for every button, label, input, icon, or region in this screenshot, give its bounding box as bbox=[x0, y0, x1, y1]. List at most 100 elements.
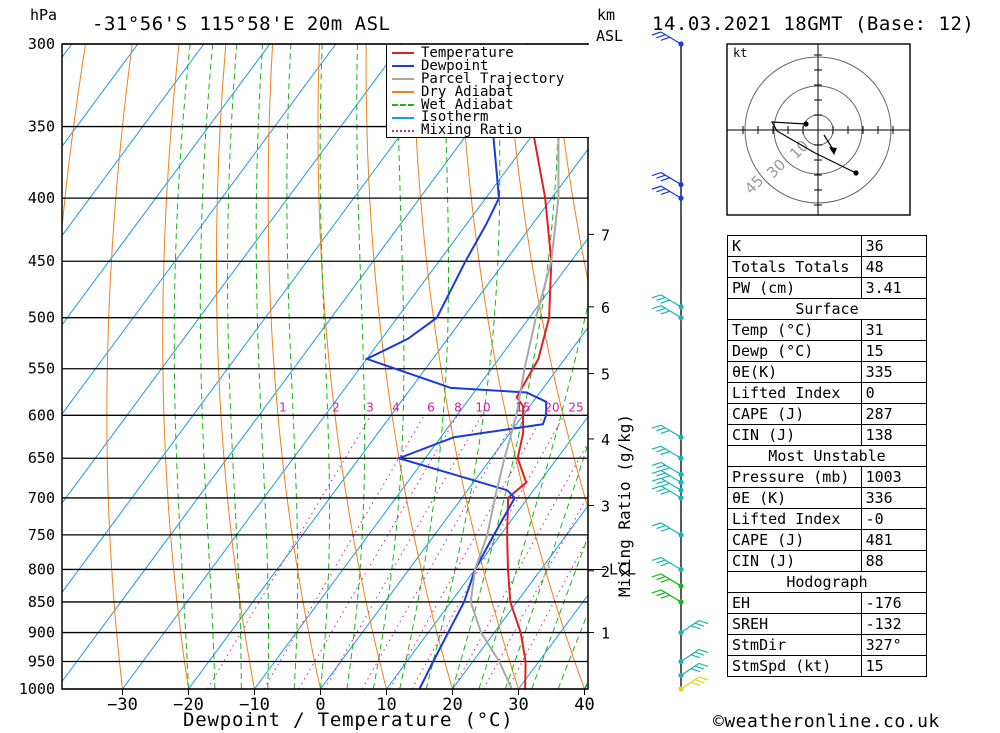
wet-adiabat-line bbox=[319, 44, 330, 689]
wind-barb-shaft bbox=[660, 556, 682, 570]
wet-adiabat-line bbox=[452, 44, 560, 689]
index-label: θE(K) bbox=[727, 361, 862, 383]
wind-barb-shaft bbox=[660, 305, 682, 319]
wind-barb-feather bbox=[690, 668, 701, 673]
dry-adiabat-line bbox=[459, 44, 585, 689]
index-row: Totals Totals 48 bbox=[727, 256, 928, 278]
index-value: 1003 bbox=[860, 466, 928, 488]
wind-barb-feather bbox=[660, 475, 670, 480]
wet-adiabat-line bbox=[557, 611, 588, 689]
isotherm-line bbox=[62, 44, 337, 415]
wind-barb-feather bbox=[690, 654, 701, 659]
wind-barb-shaft bbox=[660, 461, 682, 475]
legend-entry: Wet Adiabat bbox=[387, 98, 589, 112]
hodograph-start-dot bbox=[803, 121, 809, 127]
index-value: 335 bbox=[860, 361, 928, 383]
mixing-ratio-line bbox=[263, 415, 425, 689]
wind-barb-feather bbox=[656, 487, 666, 493]
mixing-ratio-label: 6 bbox=[427, 400, 435, 414]
index-row: Temp (°C) 31 bbox=[727, 319, 928, 341]
legend-entry: Dewpoint bbox=[387, 59, 589, 73]
wind-barb-feather bbox=[660, 490, 670, 495]
isotherm-line bbox=[386, 415, 588, 689]
wind-barb-feather bbox=[656, 188, 666, 193]
mixing-ratio-label: 1 bbox=[279, 400, 287, 414]
index-row: θE(K) 335 bbox=[727, 361, 928, 383]
legend-entry: Isotherm bbox=[387, 111, 589, 124]
wet-adiabat-line bbox=[425, 44, 501, 689]
wind-barb-feather bbox=[651, 485, 662, 490]
index-value: 3.41 bbox=[860, 277, 928, 299]
legend-swatch bbox=[392, 104, 414, 106]
credit-link[interactable]: ©weatheronline.co.uk bbox=[713, 711, 940, 732]
wind-barb-feather bbox=[656, 448, 666, 453]
index-value: -0 bbox=[860, 508, 928, 530]
wind-barb-shaft bbox=[680, 662, 700, 676]
wind-barb-feather bbox=[651, 477, 662, 482]
wind-barb-feather bbox=[656, 480, 666, 485]
wind-barb-feather bbox=[656, 592, 666, 597]
legend-swatch bbox=[392, 65, 414, 68]
wind-barb-feather bbox=[656, 464, 666, 469]
wind-barb-feather bbox=[660, 467, 670, 472]
dry-adiabat-line bbox=[971, 35, 1000, 689]
indices-table: K 36 Totals Totals 48 PW (cm) 3.41 Surface Temp… bbox=[727, 235, 928, 677]
pressure-tick-label: 550 bbox=[28, 360, 55, 378]
wind-barb-feather bbox=[656, 174, 666, 179]
wind-barb-feather bbox=[656, 34, 666, 39]
wind-barb-shaft bbox=[660, 469, 682, 483]
index-value: 88 bbox=[860, 550, 928, 572]
index-value: 36 bbox=[860, 235, 928, 257]
legend-swatch bbox=[392, 91, 414, 94]
temperature-tick-label: 40 bbox=[574, 695, 594, 715]
index-value: 15 bbox=[860, 655, 928, 677]
height-tick-label: 4 bbox=[601, 431, 610, 449]
hodograph-unit: kt bbox=[733, 46, 747, 60]
wind-barb-feather bbox=[651, 445, 662, 450]
index-row: K 36 bbox=[727, 235, 928, 257]
storm-motion-arrowhead bbox=[829, 147, 837, 155]
wind-barb-feather bbox=[656, 524, 666, 530]
wind-barb-feather bbox=[651, 469, 662, 474]
lcl-label: LCL bbox=[609, 560, 636, 578]
isotherm-line bbox=[452, 505, 588, 689]
wind-barb-feather bbox=[660, 310, 670, 315]
mixing-ratio-line bbox=[298, 415, 458, 689]
index-label: Totals Totals bbox=[727, 256, 862, 278]
index-section-row: Most Unstable bbox=[727, 445, 927, 467]
isotherm-line bbox=[62, 44, 271, 326]
mixing-ratio-line bbox=[389, 415, 544, 689]
index-value: 15 bbox=[860, 340, 928, 362]
series-line-parcel-trajectory bbox=[469, 44, 562, 689]
isotherm-line bbox=[62, 44, 139, 148]
index-label: CAPE (J) bbox=[727, 403, 862, 425]
index-value: 138 bbox=[860, 424, 928, 446]
index-value: -176 bbox=[860, 592, 928, 614]
index-row: CIN (J) 138 bbox=[727, 424, 928, 446]
pressure-tick-label: 850 bbox=[28, 593, 55, 611]
isotherm-line bbox=[62, 44, 205, 237]
wet-adiabat-line bbox=[199, 44, 216, 689]
mixing-ratio-axis-title: Mixing Ratio (g/kg) bbox=[615, 413, 634, 597]
pressure-tick-label: 650 bbox=[28, 449, 55, 467]
index-section-row: Surface bbox=[727, 298, 927, 320]
isotherm-line bbox=[320, 326, 588, 689]
index-row: CIN (J) 88 bbox=[727, 550, 928, 572]
legend-swatch bbox=[392, 78, 414, 81]
height-tick-label: 7 bbox=[601, 226, 610, 244]
index-row: PW (cm) 3.41 bbox=[727, 277, 928, 299]
wind-barb-feather bbox=[651, 424, 662, 429]
isotherm-line bbox=[254, 237, 588, 689]
index-row: Lifted Index -0 bbox=[727, 508, 928, 530]
isotherm-line bbox=[122, 59, 588, 689]
wind-level-dot bbox=[678, 566, 684, 573]
index-label: Lifted Index bbox=[727, 382, 862, 404]
index-row: StmDir 327° bbox=[727, 634, 928, 656]
pressure-tick-label: 750 bbox=[28, 526, 55, 544]
height-tick-label: 3 bbox=[601, 498, 610, 516]
index-value: 327° bbox=[860, 634, 928, 656]
wind-barb-feather bbox=[694, 622, 705, 627]
isotherm-line bbox=[188, 148, 588, 689]
index-section-title: Hodograph bbox=[727, 571, 927, 593]
